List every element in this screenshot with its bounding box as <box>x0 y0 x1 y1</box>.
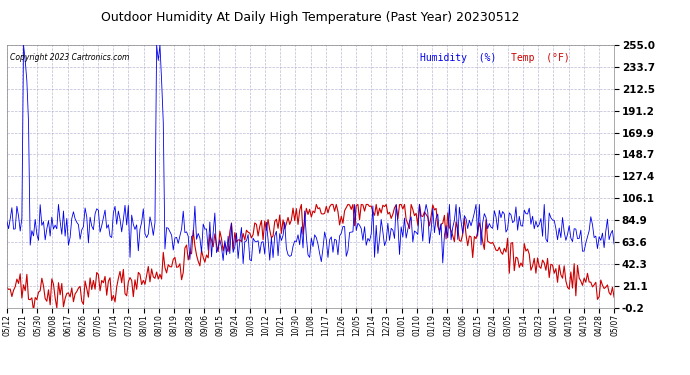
Text: Outdoor Humidity At Daily High Temperature (Past Year) 20230512: Outdoor Humidity At Daily High Temperatu… <box>101 11 520 24</box>
Text: Temp  (°F): Temp (°F) <box>511 53 570 63</box>
Text: Copyright 2023 Cartronics.com: Copyright 2023 Cartronics.com <box>10 53 129 62</box>
Text: Humidity  (%): Humidity (%) <box>420 53 496 63</box>
